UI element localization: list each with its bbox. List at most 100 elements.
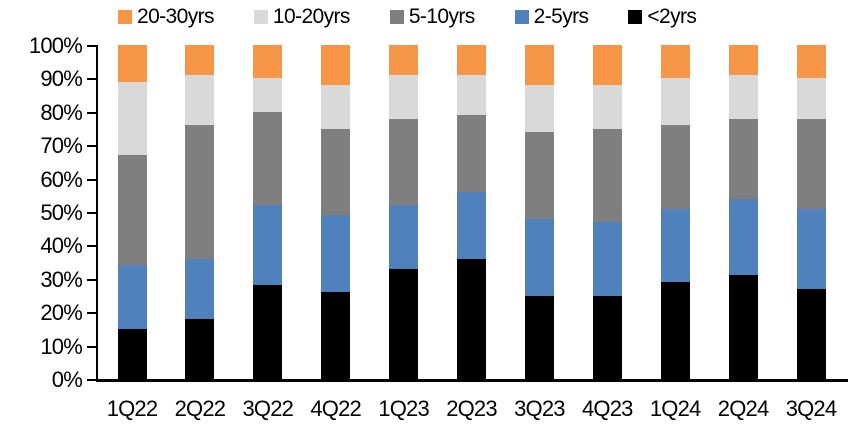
bar-segment-2yrs-1Q23 [389, 268, 419, 379]
legend-swatch-2-5yrs-icon [514, 10, 529, 24]
y-axis-tick [87, 145, 96, 148]
bar-segment-1020yrs-3Q24 [796, 78, 826, 119]
bar-segment-2yrs-3Q23 [524, 295, 554, 379]
bar-segment-2yrs-1Q22 [117, 328, 147, 379]
x-axis-label-1Q22: 1Q22 [106, 396, 158, 421]
x-axis-label-2Q23: 2Q23 [446, 396, 497, 421]
bar-segment-1020yrs-2Q22 [185, 75, 215, 126]
bar-segment-510yrs-1Q22 [117, 155, 147, 266]
y-axis-tick-label: 20% [40, 300, 82, 326]
y-axis-tick [87, 212, 96, 214]
bar-segment-25yrs-3Q24 [796, 208, 826, 289]
y-axis-tick [87, 178, 96, 181]
x-axis-label-2Q24: 2Q24 [717, 396, 769, 421]
bar-segment-2yrs-1Q24 [660, 282, 690, 379]
chart-legend: 20-30yrs 10-20yrs 5-10yrs 2-5yrs <2yrs [118, 3, 697, 31]
legend-label: 2-5yrs [533, 5, 589, 28]
bar-segment-510yrs-4Q22 [321, 128, 351, 216]
legend-swatch-lt2yrs-icon [628, 10, 643, 24]
bar-segment-25yrs-3Q23 [524, 218, 554, 296]
legend-item-10-20yrs: 10-20yrs [253, 5, 351, 29]
bar-segment-1020yrs-2Q23 [457, 75, 486, 116]
legend-item-20-30yrs: 20-30yrs [118, 5, 215, 29]
bar-segment-1020yrs-3Q22 [253, 78, 283, 112]
legend-label: 20-30yrs [137, 5, 215, 28]
bar-segment-510yrs-2Q23 [457, 115, 486, 192]
x-axis-label-4Q22: 4Q22 [310, 396, 361, 421]
y-axis-tick-label: 50% [40, 200, 82, 225]
bar-segment-25yrs-4Q22 [321, 215, 351, 293]
bar-segment-2yrs-2Q23 [457, 258, 486, 379]
x-axis-label-1Q24: 1Q24 [649, 396, 701, 421]
bar-segment-25yrs-2Q22 [185, 258, 215, 319]
bar-segment-510yrs-3Q24 [796, 118, 826, 209]
y-axis-tick-label: 0% [51, 367, 83, 392]
y-axis-tick-label: 30% [40, 266, 82, 292]
bar-segment-2030yrs-3Q24 [796, 45, 826, 79]
x-axis-label-2Q22: 2Q22 [174, 396, 226, 421]
bar-segment-1020yrs-2Q24 [728, 75, 758, 119]
x-axis-baseline [96, 379, 848, 382]
y-axis-tick [87, 78, 96, 81]
bar-segment-25yrs-3Q22 [253, 205, 283, 286]
bar-segment-2yrs-3Q24 [796, 288, 826, 379]
bar-segment-25yrs-1Q24 [660, 208, 690, 283]
x-axis-label-3Q23: 3Q23 [514, 396, 565, 421]
bar-segment-2yrs-4Q23 [592, 295, 622, 379]
bar-segment-2030yrs-1Q23 [389, 45, 419, 76]
legend-item-2-5yrs: 2-5yrs [514, 5, 589, 29]
y-axis-tick [87, 379, 96, 381]
y-axis-tick-label: 90% [40, 66, 82, 92]
y-axis-tick-label: 10% [40, 333, 82, 359]
bar-segment-510yrs-2Q24 [728, 118, 758, 199]
legend-swatch-20-30yrs-icon [118, 10, 132, 24]
x-axis-label-1Q23: 1Q23 [378, 396, 429, 421]
y-axis-tick-label: 40% [40, 233, 82, 259]
legend-item-lt2yrs: <2yrs [628, 5, 697, 29]
bar-3Q22 [253, 45, 283, 379]
bar-segment-510yrs-1Q24 [660, 125, 690, 209]
bar-segment-2yrs-2Q24 [728, 275, 758, 379]
y-axis-tick-label: 70% [40, 133, 82, 159]
bar-segment-2030yrs-4Q23 [592, 45, 622, 86]
legend-label: 10-20yrs [272, 5, 351, 28]
bar-segment-25yrs-4Q23 [592, 222, 622, 296]
legend-swatch-10-20yrs-icon [253, 10, 268, 24]
bar-segment-25yrs-2Q24 [728, 198, 758, 276]
bar-segment-2030yrs-2Q24 [728, 45, 758, 76]
bar-segment-2yrs-4Q22 [321, 292, 351, 379]
bar-segment-1020yrs-3Q23 [524, 85, 554, 132]
bar-3Q23 [524, 45, 554, 379]
bar-segment-1020yrs-4Q23 [592, 85, 622, 129]
y-axis-line [96, 45, 98, 381]
y-axis-tick [87, 312, 96, 315]
y-axis-tick [87, 245, 96, 248]
bar-segment-510yrs-3Q23 [524, 131, 554, 219]
bar-segment-510yrs-3Q22 [253, 111, 283, 206]
x-axis-label-4Q23: 4Q23 [581, 396, 633, 421]
legend-label: <2yrs [647, 5, 697, 28]
bar-segment-2yrs-3Q22 [253, 285, 283, 379]
bar-2Q23 [457, 45, 486, 379]
y-axis-tick [87, 278, 96, 281]
bar-4Q23 [592, 45, 622, 379]
bar-segment-1020yrs-1Q23 [389, 75, 419, 119]
y-axis-tick-label: 100% [28, 33, 83, 58]
legend-item-5-10yrs: 5-10yrs [389, 5, 475, 29]
bar-segment-1020yrs-4Q22 [321, 85, 351, 129]
y-axis-tick-label: 80% [40, 99, 82, 125]
bar-segment-25yrs-1Q22 [117, 265, 147, 329]
y-axis-tick-label: 60% [40, 166, 82, 192]
bar-segment-1020yrs-1Q24 [660, 78, 690, 126]
bar-segment-2030yrs-2Q23 [457, 45, 486, 76]
bar-1Q22 [117, 45, 147, 379]
y-axis-tick [87, 111, 96, 114]
bar-segment-2030yrs-1Q24 [660, 45, 690, 79]
bar-1Q24 [660, 45, 690, 379]
bar-2Q22 [185, 45, 215, 379]
legend-label: 5-10yrs [408, 5, 475, 28]
x-axis-label-3Q22: 3Q22 [242, 396, 294, 421]
bar-1Q23 [389, 45, 419, 379]
